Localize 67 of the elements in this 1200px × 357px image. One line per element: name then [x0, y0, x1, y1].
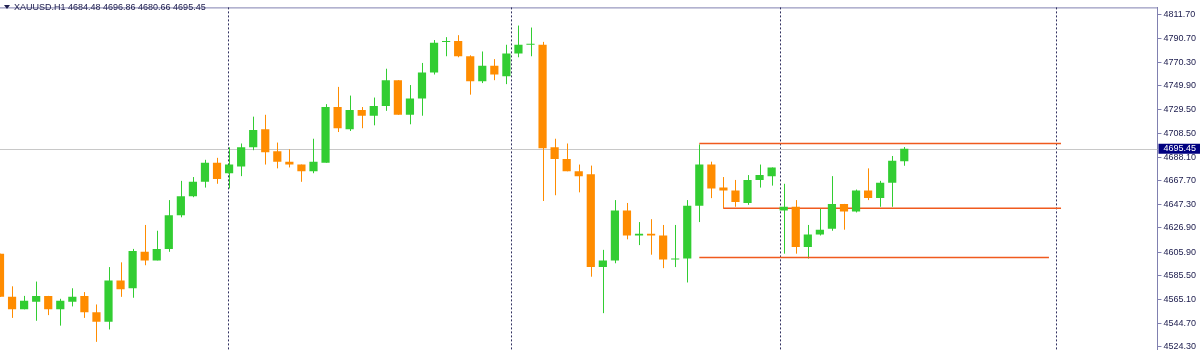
candlestick: [803, 224, 812, 260]
candlestick: [876, 180, 885, 208]
y-tick-label: 4524.30: [1163, 341, 1197, 352]
candlestick: [731, 179, 740, 208]
candlestick: [92, 303, 101, 343]
candlestick: [502, 44, 511, 85]
chart-title: XAUUSD.H1 4684.48 4696.86 4680.66 4695.45: [14, 2, 206, 12]
candlestick: [707, 161, 716, 199]
candlestick: [7, 285, 17, 319]
candlestick: [864, 167, 873, 201]
candlestick: [32, 281, 41, 322]
y-tick-label: 4626.90: [1163, 222, 1197, 233]
candlestick: [550, 138, 559, 196]
candlestick: [152, 230, 161, 261]
candlestick: [309, 138, 318, 174]
candlestick: [478, 50, 487, 84]
y-tick-label: 4688.10: [1163, 151, 1197, 162]
ref-line-label: 4695.45: [1163, 143, 1197, 154]
candlestick: [273, 142, 282, 169]
y-tick-label: 4770.30: [1163, 56, 1197, 67]
candlestick: [333, 86, 342, 133]
candlestick: [369, 97, 378, 126]
y-tick-label: 4647.30: [1163, 198, 1197, 209]
y-tick-label: 4605.90: [1163, 246, 1197, 257]
candlestick: [285, 148, 294, 168]
y-tick-label: 4544.70: [1163, 317, 1197, 328]
candlestick: [405, 84, 415, 125]
candlestick: [56, 298, 65, 327]
candlestick: [188, 176, 198, 198]
candlestick: [659, 224, 668, 269]
candlestick: [815, 208, 824, 236]
y-tick-label: 4667.70: [1163, 175, 1197, 186]
candlestick: [116, 261, 125, 298]
candlestick: [574, 164, 583, 193]
candlestick: [755, 164, 764, 189]
y-tick-label: 4729.50: [1163, 103, 1197, 114]
candlestick: [261, 114, 270, 166]
y-tick-label: 4811.70: [1163, 8, 1196, 19]
candlestick: [900, 146, 909, 167]
candlestick: [237, 142, 246, 177]
candlestick: [357, 106, 366, 129]
candlestick: [490, 58, 499, 81]
candlestick: [454, 34, 463, 58]
candlestick: [176, 180, 185, 218]
candlestick: [598, 249, 607, 314]
candlestick: [68, 287, 77, 307]
candlestick: [526, 27, 535, 57]
candlestick: [767, 166, 776, 187]
candlestick: [224, 146, 234, 190]
candlestick: [80, 291, 89, 319]
y-tick-label: 4565.10: [1163, 293, 1197, 304]
candlestick: [743, 174, 752, 206]
candlestick: [779, 183, 788, 255]
y-tick-label: 4708.50: [1163, 128, 1197, 139]
candlestick: [345, 95, 354, 132]
candlestick: [212, 157, 222, 185]
y-tick-label: 4749.90: [1163, 80, 1197, 91]
candlestick: [562, 142, 571, 172]
candlestick: [442, 36, 451, 57]
candlestick: [514, 25, 523, 58]
y-tick-label: 4790.70: [1163, 32, 1197, 43]
candlestick: [140, 224, 149, 266]
candlestick: [888, 155, 897, 208]
candlestick: [200, 159, 210, 189]
candlestick: [249, 116, 258, 151]
y-tick-label: 4585.50: [1163, 270, 1197, 281]
candlestick: [839, 203, 849, 231]
